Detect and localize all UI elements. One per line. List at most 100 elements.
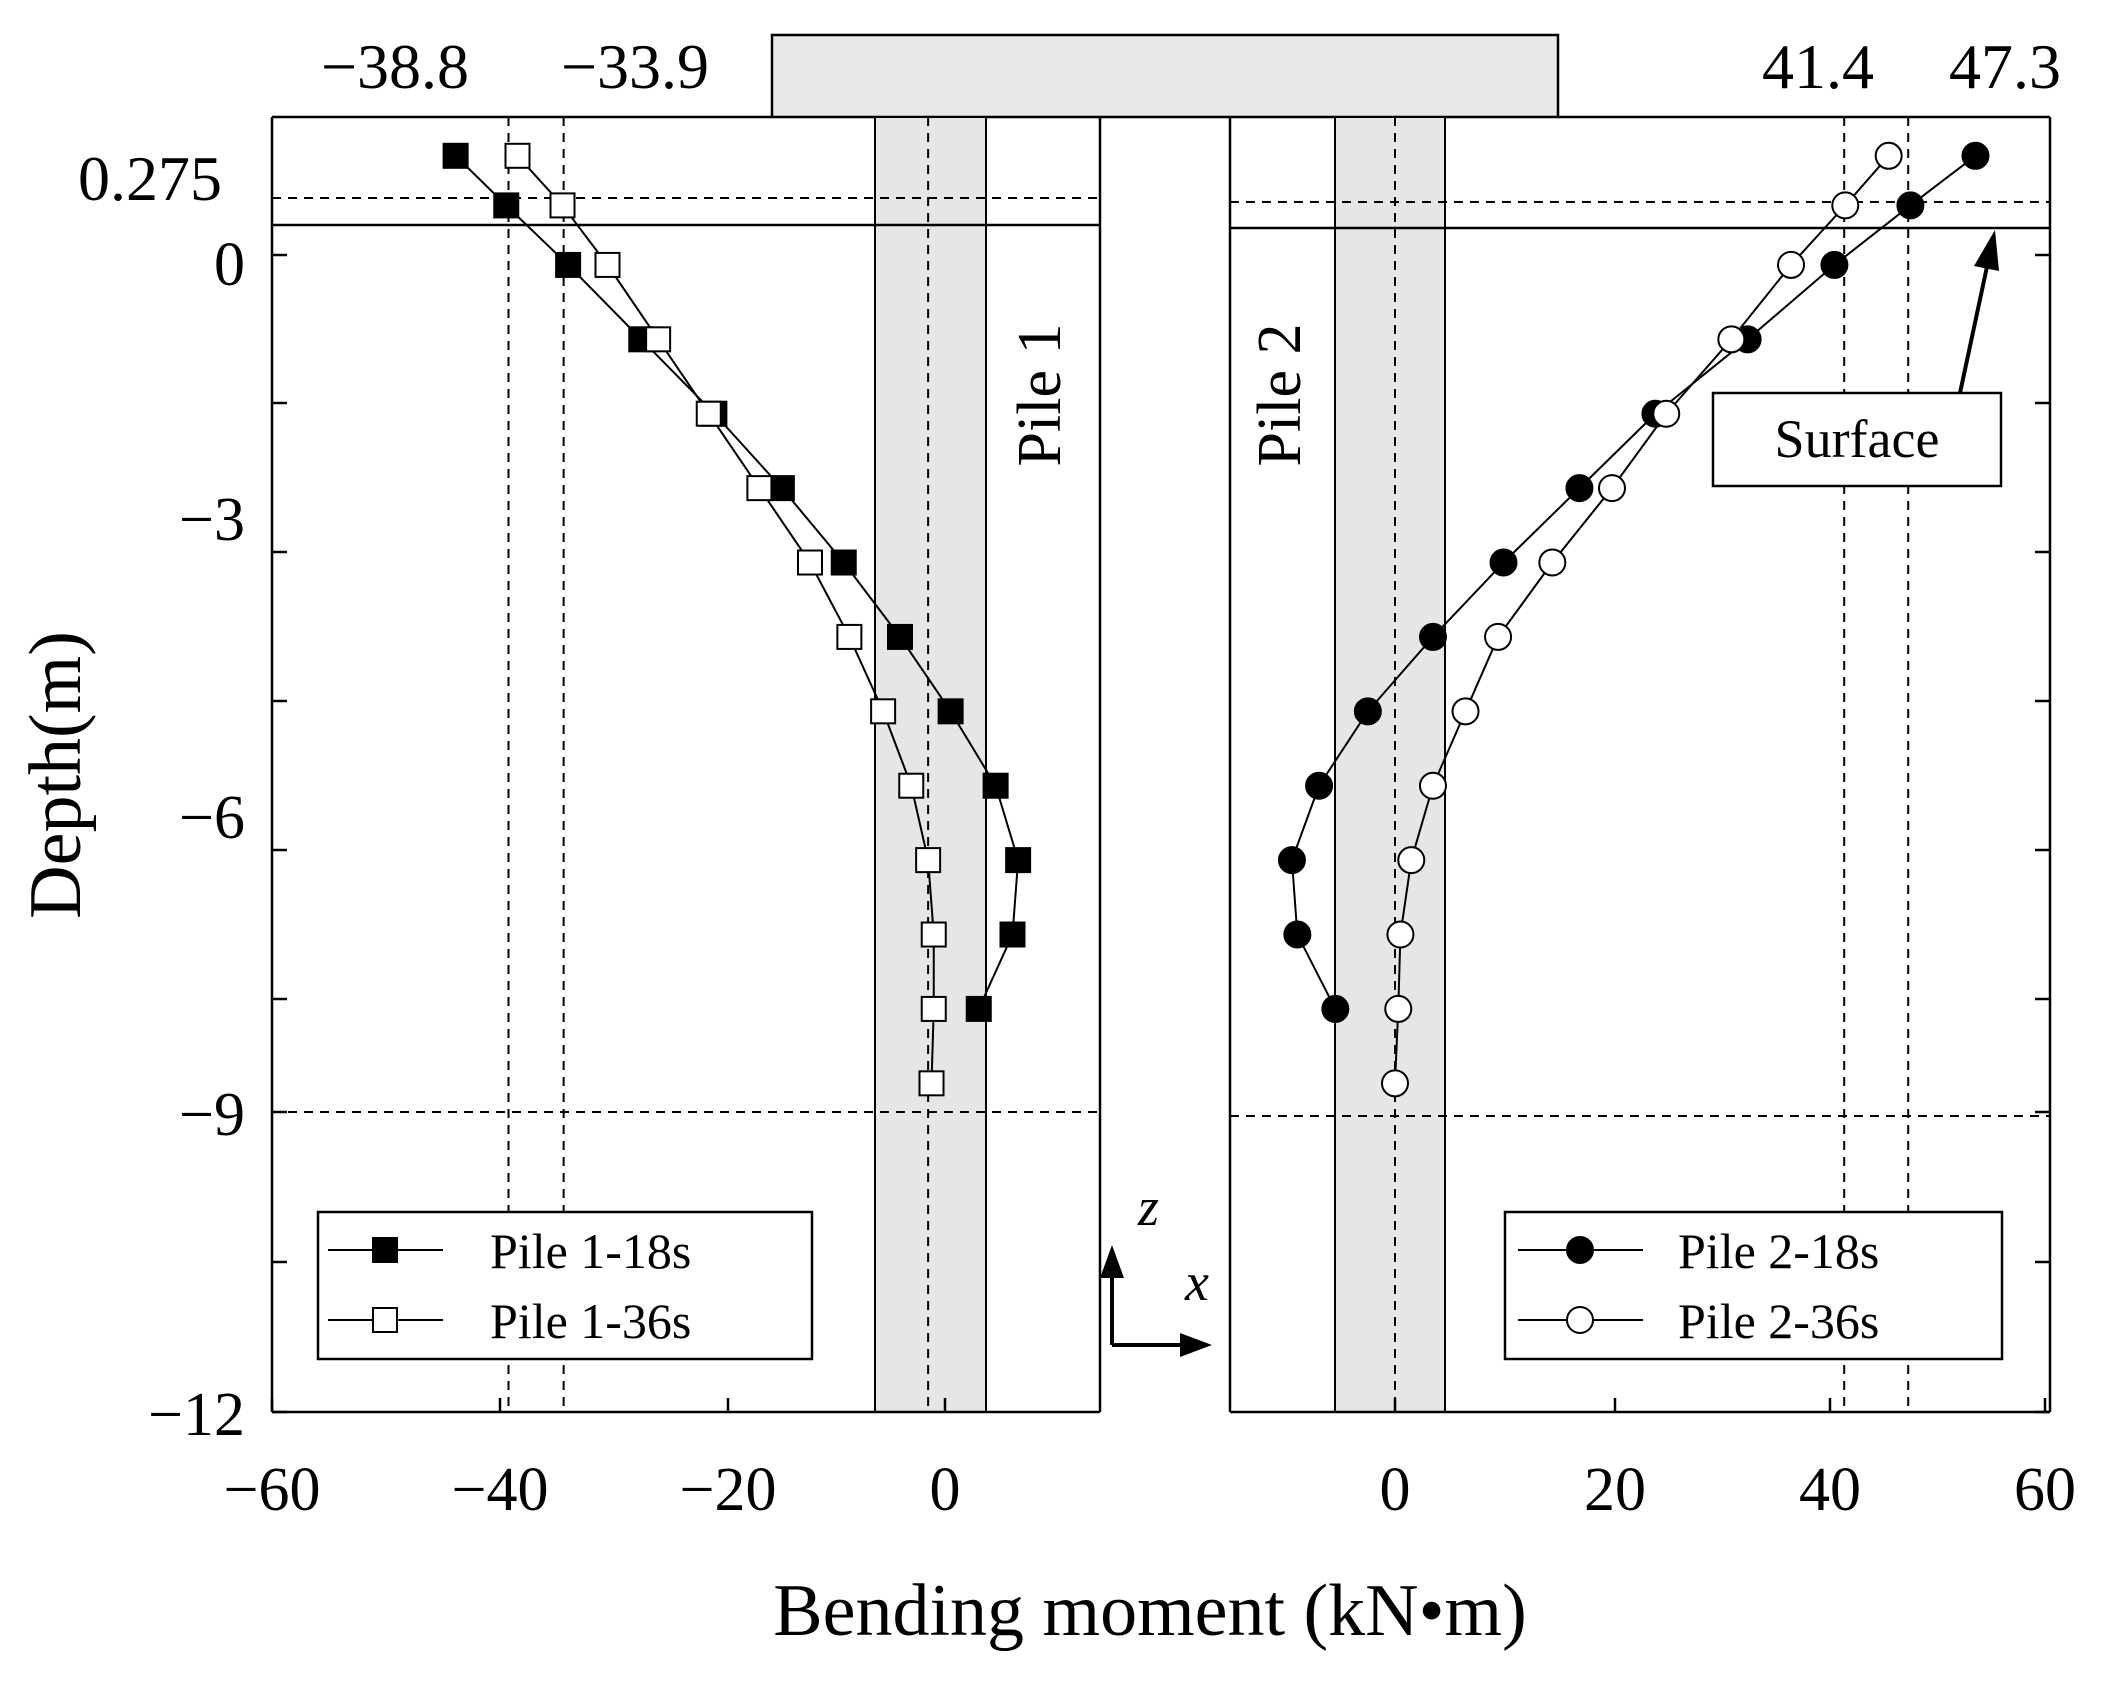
series-layer <box>442 141 1990 1098</box>
data-point-pile-2-18s <box>1353 697 1382 726</box>
data-point-pile-2-36s <box>1717 325 1746 354</box>
surface-label: Surface <box>1775 409 1940 469</box>
data-point-pile-1-36s <box>797 549 823 576</box>
x-tick-label: −40 <box>452 1456 549 1524</box>
series-line-pile-1-36s <box>516 155 935 1084</box>
data-point-pile-1-18s <box>493 192 520 219</box>
surface-callout: Surface <box>1711 230 2003 488</box>
annotation-top-right-1: 41.4 <box>1762 31 1874 102</box>
data-point-pile-2-18s <box>1565 474 1594 503</box>
x-tick-label: −20 <box>680 1456 777 1524</box>
data-point-pile-2-36s <box>1538 548 1567 577</box>
legend-label-pile2-18s: Pile 2-18s <box>1678 1223 1879 1279</box>
surface-box <box>1711 391 2003 488</box>
annotation-top-left-1: −38.8 <box>321 31 469 102</box>
annotation-top-left-2: −33.9 <box>561 31 709 102</box>
data-point-pile-1-18s <box>887 623 913 650</box>
y-tick-label: −12 <box>148 1381 245 1449</box>
data-point-pile-1-18s <box>442 142 469 169</box>
pile2-shaft <box>1334 116 1446 1413</box>
z-arrow-head <box>1100 1245 1124 1278</box>
data-point-pile-2-18s <box>1305 771 1334 800</box>
data-point-pile-1-36s <box>594 251 621 278</box>
legend-left-box <box>316 1210 814 1361</box>
coordinate-indicator: z x <box>1100 1177 1212 1357</box>
data-point-pile-1-36s <box>898 772 925 799</box>
data-point-pile-1-36s <box>645 326 672 353</box>
pile2-label: Pile 2 <box>1246 324 1314 467</box>
data-point-pile-1-36s <box>920 921 947 948</box>
data-point-pile-1-18s <box>555 251 582 278</box>
data-point-pile-1-36s <box>918 1070 945 1097</box>
x-tick-label: 0 <box>930 1456 961 1524</box>
x-arrow-head <box>1180 1333 1212 1357</box>
legend-right: Pile 2-18s Pile 2-36s <box>1503 1210 2004 1361</box>
legend-marker-pile2-18s <box>1566 1236 1594 1264</box>
x-tick-label: −60 <box>224 1456 321 1524</box>
data-point-pile-1-36s <box>504 142 531 169</box>
data-point-pile-2-18s <box>1321 994 1350 1023</box>
y-tick-label: 0 <box>214 231 245 299</box>
data-point-pile-1-18s <box>830 549 857 576</box>
x-axis-label: x <box>1184 1252 1209 1312</box>
axis-ticks <box>270 253 2050 1414</box>
data-point-pile-2-36s <box>1384 994 1413 1023</box>
legend-label-pile1-18s: Pile 1-18s <box>490 1223 691 1279</box>
data-point-pile-2-18s <box>1961 141 1990 170</box>
x-tick-label: 40 <box>1799 1456 1861 1524</box>
surface-arrow-head <box>1974 230 1999 271</box>
data-point-pile-2-36s <box>1777 250 1806 279</box>
data-point-pile-1-36s <box>746 475 773 502</box>
data-point-pile-1-36s <box>695 400 722 427</box>
annotation-depth: 0.275 <box>78 143 222 214</box>
y-axis-title: Depth(m) <box>15 631 97 919</box>
data-point-pile-1-36s <box>836 623 863 650</box>
data-point-pile-1-36s <box>920 995 947 1022</box>
x-tick-label: 60 <box>2014 1456 2076 1524</box>
data-point-pile-1-18s <box>1005 847 1032 874</box>
data-point-pile-2-18s <box>1896 191 1925 220</box>
data-point-pile-2-36s <box>1397 846 1426 875</box>
data-point-pile-2-18s <box>1418 622 1447 651</box>
data-point-pile-2-36s <box>1598 474 1626 503</box>
data-point-pile-1-36s <box>549 192 576 219</box>
data-point-pile-2-18s <box>1283 920 1312 949</box>
data-point-pile-1-18s <box>768 475 795 502</box>
legend-left: Pile 1-18s Pile 1-36s <box>316 1210 814 1361</box>
right-axes-frame <box>1228 115 2052 1414</box>
legend-marker-pile1-18s <box>372 1237 398 1263</box>
data-point-pile-2-36s <box>1381 1069 1409 1098</box>
pile-cap <box>770 33 1560 119</box>
legend-marker-pile2-36s <box>1566 1306 1594 1334</box>
y-tick-label: −9 <box>179 1081 245 1149</box>
pile1-shaft <box>874 116 987 1413</box>
data-point-pile-2-36s <box>1874 141 1903 170</box>
data-point-pile-1-18s <box>965 995 992 1022</box>
data-point-pile-1-18s <box>937 698 964 725</box>
data-point-pile-1-18s <box>999 921 1026 948</box>
data-point-pile-2-36s <box>1451 697 1480 726</box>
x-tick-label: 20 <box>1584 1456 1646 1524</box>
data-point-pile-2-36s <box>1386 920 1415 949</box>
legend-marker-pile1-36s <box>372 1307 398 1333</box>
left-axes-frame <box>270 115 1102 1414</box>
reference-lines <box>272 117 2050 1412</box>
data-point-pile-2-18s <box>1489 548 1518 577</box>
y-tick-label: −3 <box>179 486 245 554</box>
data-point-pile-1-36s <box>915 847 942 874</box>
surface-arrow-shaft <box>1958 261 1990 394</box>
data-point-pile-1-36s <box>870 698 897 725</box>
data-point-pile-1-18s <box>982 772 1009 799</box>
y-tick-label: −6 <box>179 784 245 852</box>
x-tick-label: 0 <box>1380 1456 1411 1524</box>
data-point-pile-2-18s <box>1277 846 1306 875</box>
data-point-pile-2-18s <box>1820 250 1849 279</box>
data-point-pile-2-36s <box>1831 191 1860 220</box>
x-axis-title: Bending moment (kN•m) <box>773 1570 1526 1652</box>
series-line-pile-2-36s <box>1394 155 1890 1084</box>
data-point-pile-2-36s <box>1418 771 1447 800</box>
legend-label-pile2-36s: Pile 2-36s <box>1678 1293 1879 1349</box>
legend-label-pile1-36s: Pile 1-36s <box>490 1293 691 1349</box>
pile1-label: Pile 1 <box>1006 324 1074 467</box>
